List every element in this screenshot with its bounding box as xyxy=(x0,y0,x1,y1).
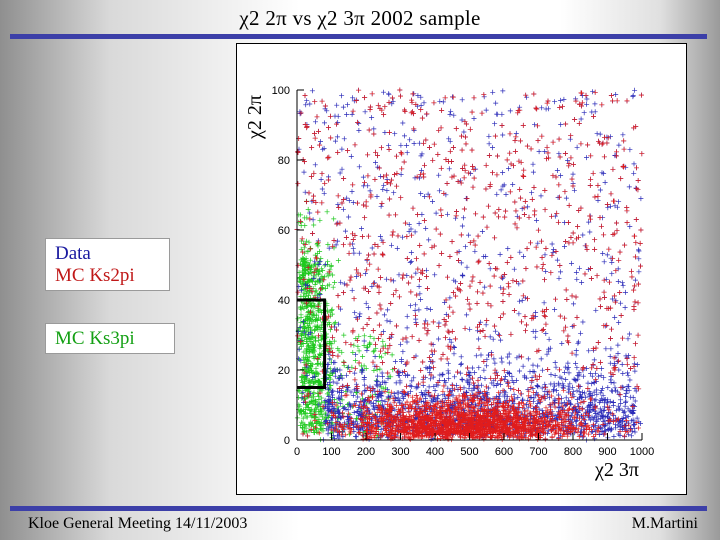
x-tick-label: 300 xyxy=(391,446,409,458)
y-tick-label: 60 xyxy=(278,225,290,237)
plot-frame: 0 100 200 300 400 500 600 700 800 900 1000 0 20 40 60 8… xyxy=(236,43,687,495)
x-tick-label: 400 xyxy=(426,446,444,458)
x-tick-label: 500 xyxy=(460,446,478,458)
scatter-plot: 0 100 200 300 400 500 600 700 800 900 1000 0 20 40 60 8… xyxy=(244,85,655,481)
x-tick-label: 100 xyxy=(322,446,340,458)
x-tick-label: 200 xyxy=(357,446,375,458)
legend-label-mc-ks3pi: MC Ks3pi xyxy=(55,328,135,349)
y-tick-label: 80 xyxy=(278,155,290,167)
y-tick-label: 0 xyxy=(284,435,290,447)
x-tick-label: 1000 xyxy=(630,446,654,458)
selection-bracket xyxy=(297,298,327,389)
series-mc-ks2pi xyxy=(294,87,645,443)
y-tick-label: 20 xyxy=(278,365,290,377)
x-axis-label: χ2 3π xyxy=(594,459,639,481)
slide-title: χ2 2π vs χ2 3π 2002 sample xyxy=(239,6,481,30)
x-tick-label: 0 xyxy=(294,446,300,458)
y-tick-label: 100 xyxy=(272,85,290,97)
scatter-points xyxy=(294,87,645,443)
footer-meeting: Kloe General Meeting 14/11/2003 xyxy=(28,515,248,532)
axes: 0 100 200 300 400 500 600 700 800 900 1000 0 20 40 60 8… xyxy=(272,85,655,458)
footer-divider xyxy=(10,506,707,511)
footer-author: M.Martini xyxy=(631,515,698,532)
legend-box-data-ks2pi: Data MC Ks2pi xyxy=(45,238,170,291)
x-tick-label: 700 xyxy=(529,446,547,458)
series-data xyxy=(294,87,645,443)
legend-label-mc-ks2pi: MC Ks2pi xyxy=(55,265,135,286)
x-tick-label: 600 xyxy=(495,446,513,458)
x-tick-label: 800 xyxy=(564,446,582,458)
legend-label-data: Data xyxy=(55,243,91,264)
x-tick-label: 900 xyxy=(598,446,616,458)
y-axis-label: χ2 2π xyxy=(244,95,266,140)
y-tick-label: 40 xyxy=(278,295,290,307)
title-divider xyxy=(10,34,707,39)
legend-box-ks3pi: MC Ks3pi xyxy=(45,323,175,354)
